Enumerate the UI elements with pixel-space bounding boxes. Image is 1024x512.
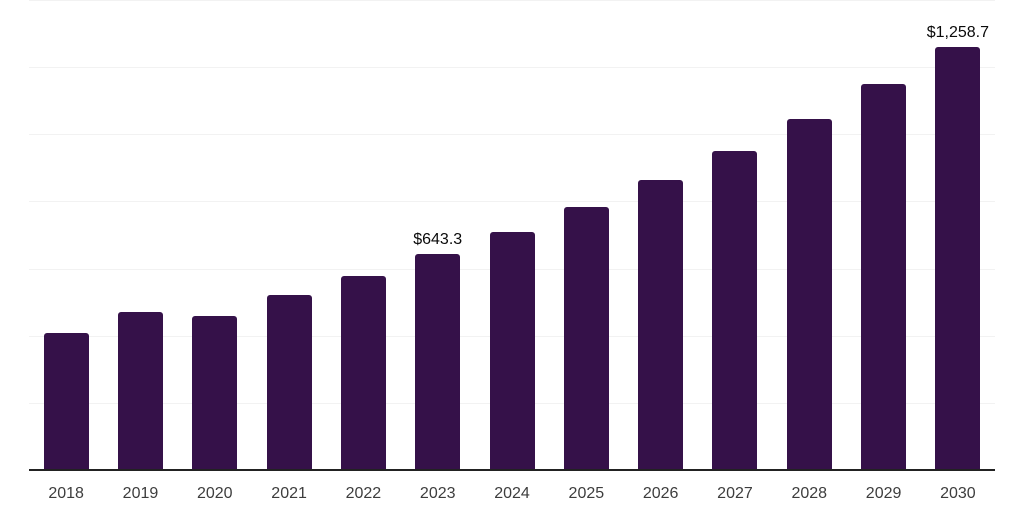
bar-2020 (192, 315, 238, 470)
x-tick-label-2023: 2023 (419, 485, 456, 502)
bar-2022 (340, 275, 386, 470)
bar-2023 (415, 254, 461, 470)
x-tick-label-2022: 2022 (345, 485, 382, 502)
x-tick-label-2027: 2027 (717, 485, 753, 502)
bar-2018 (43, 332, 89, 470)
bar-2029 (861, 83, 907, 470)
bar-2028 (786, 118, 832, 470)
x-tick-label-2019: 2019 (122, 485, 159, 502)
bar-2021 (266, 295, 312, 470)
x-axis-line (29, 469, 995, 471)
x-tick-label-2030: 2030 (940, 485, 976, 502)
x-axis-labels: 2018 2019 2020 2021 2022 2023 2024 2025 2026 2027… (29, 481, 995, 507)
x-tick-label-2029: 2029 (865, 485, 902, 502)
bar-2030 (935, 47, 981, 470)
bar-value-label-2023: $643.3 (413, 231, 463, 249)
x-tick-label-2018: 2018 (48, 485, 84, 502)
gridline-1000 (29, 134, 995, 136)
plot-area: $643.3 $1,258.7 (29, 0, 995, 471)
bar-value-label-2030: $1,258.7 (926, 24, 989, 42)
gridline-1400 (29, 0, 995, 1)
bar-2026 (638, 179, 684, 470)
gridline-1200 (29, 67, 995, 69)
x-tick-label-2021: 2021 (271, 485, 307, 502)
bar-2027 (712, 151, 758, 470)
x-tick-label-2024: 2024 (494, 485, 530, 502)
gridline-800 (29, 201, 995, 203)
x-tick-label-2020: 2020 (196, 485, 233, 502)
bar-2025 (563, 207, 609, 470)
x-tick-label-2028: 2028 (791, 485, 828, 502)
x-tick-label-2026: 2026 (642, 485, 679, 502)
bar-2019 (117, 311, 163, 470)
bar-2024 (489, 231, 535, 470)
x-tick-label-2025: 2025 (568, 485, 605, 502)
